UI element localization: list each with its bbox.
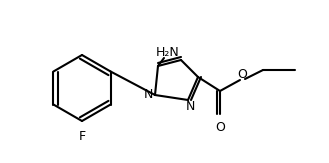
Text: H₂N: H₂N (156, 46, 180, 59)
Text: N: N (185, 101, 195, 113)
Text: N: N (143, 89, 153, 102)
Text: O: O (237, 68, 247, 82)
Text: O: O (215, 121, 225, 134)
Text: F: F (78, 130, 86, 143)
